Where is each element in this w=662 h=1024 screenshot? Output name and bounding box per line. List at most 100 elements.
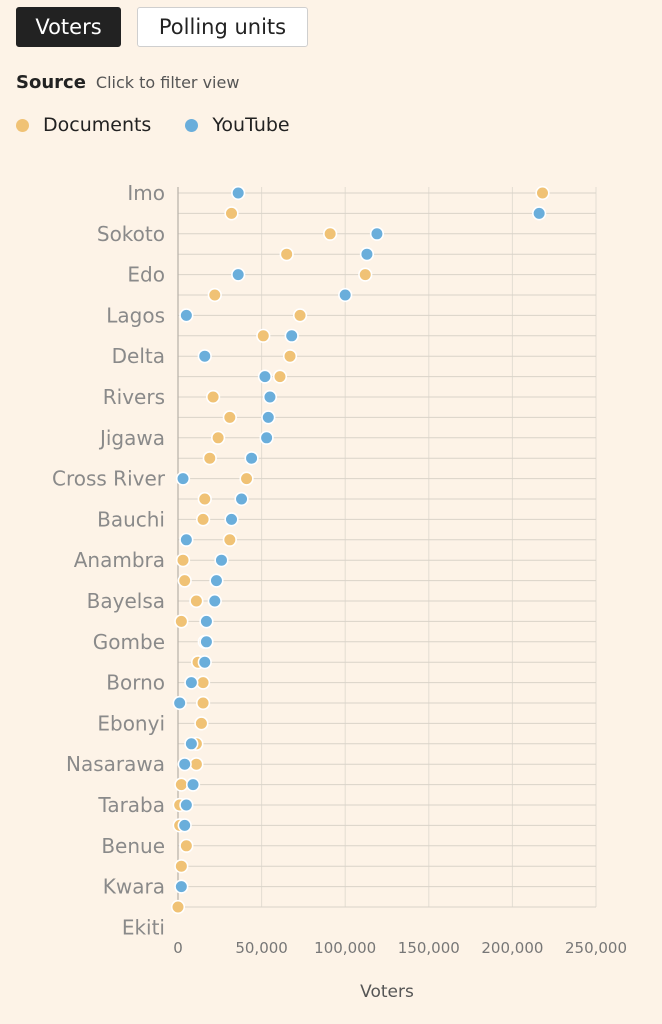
youtube-dot [179, 797, 194, 813]
documents-dot [206, 389, 221, 405]
state-label: Rivers [103, 385, 165, 409]
metric-toggle: Voters Polling units [16, 7, 308, 47]
state-label: Sokoto [97, 222, 165, 246]
state-label: Edo [127, 263, 165, 287]
documents-dot [222, 532, 237, 547]
documents-dot [189, 593, 204, 609]
youtube-dot [214, 553, 229, 568]
youtube-dot [197, 655, 212, 670]
youtube-dot [199, 634, 214, 649]
documents-dot [323, 226, 338, 241]
youtube-dot [177, 757, 192, 772]
state-label: Taraba [97, 793, 165, 817]
legend-label-documents: Documents [43, 114, 152, 136]
documents-dot [179, 838, 194, 853]
documents-dot [170, 899, 186, 915]
source-filter-title: Source [16, 72, 86, 93]
state-label: Bayelsa [87, 589, 165, 613]
youtube-dot [338, 287, 353, 303]
state-label: Imo [127, 181, 165, 205]
documents-dot [174, 777, 189, 792]
youtube-dot [231, 267, 246, 282]
documents-dot [207, 287, 222, 303]
documents-dot [279, 247, 294, 262]
youtube-dot [369, 226, 385, 241]
youtube-dot [207, 593, 222, 609]
documents-dot [202, 451, 217, 466]
documents-dot [195, 675, 211, 690]
x-tick-label: 200,000 [481, 939, 543, 957]
documents-dot [282, 349, 298, 364]
youtube-dot [179, 532, 194, 547]
state-label: Benue [101, 834, 165, 858]
x-axis-title: Voters [360, 982, 414, 1002]
state-label: Lagos [106, 303, 165, 327]
youtube-dot [199, 614, 214, 629]
documents-dot-icon [16, 118, 29, 132]
youtube-dot [174, 879, 189, 894]
youtube-dot [359, 247, 375, 262]
documents-dot [175, 553, 191, 568]
source-filter-hint: Click to filter view [95, 73, 240, 92]
youtube-dot [284, 328, 299, 343]
voters-toggle-button[interactable]: Voters [16, 7, 121, 47]
youtube-dot [184, 675, 199, 690]
youtube-dot [231, 185, 246, 201]
state-label: Cross River [52, 467, 166, 491]
documents-dot [222, 410, 237, 425]
youtube-dot [185, 777, 201, 792]
state-label: Nasarawa [66, 752, 165, 776]
documents-dot [224, 206, 239, 221]
documents-dot [195, 695, 211, 711]
youtube-dot [224, 512, 239, 527]
documents-dot [194, 716, 209, 731]
state-label: Delta [112, 344, 165, 368]
state-label: Ekiti [122, 915, 165, 939]
documents-dot [189, 757, 204, 772]
documents-dot [197, 491, 212, 507]
state-label: Anambra [74, 548, 165, 572]
documents-dot [174, 614, 189, 629]
x-tick-label: 0 [173, 939, 183, 957]
legend-label-youtube: YouTube [212, 114, 290, 136]
source-filter-header: Source Click to filter view [16, 72, 239, 93]
documents-dot [358, 267, 373, 282]
youtube-dot [175, 471, 191, 486]
legend-item-documents[interactable]: Documents [16, 114, 151, 136]
youtube-dot [244, 451, 259, 466]
state-label: Jigawa [98, 426, 165, 450]
youtube-dot [177, 818, 192, 833]
youtube-dot [259, 430, 274, 445]
x-tick-label: 250,000 [565, 939, 627, 957]
documents-dot [177, 573, 192, 588]
documents-dot [256, 328, 271, 343]
documents-dot [535, 185, 550, 201]
documents-dot [272, 369, 288, 384]
youtube-dot [197, 349, 212, 364]
x-tick-label: 150,000 [398, 939, 460, 957]
documents-dot [211, 430, 226, 445]
youtube-dot-icon [185, 118, 199, 132]
polling-units-toggle-button[interactable]: Polling units [137, 7, 308, 47]
source-legend: Documents YouTube [16, 114, 290, 136]
documents-dot [239, 471, 254, 486]
state-label: Kwara [103, 875, 165, 899]
youtube-dot [261, 410, 276, 425]
state-label: Borno [106, 671, 165, 695]
youtube-dot [257, 369, 273, 384]
x-tick-label: 100,000 [314, 939, 376, 957]
youtube-dot [209, 573, 224, 588]
youtube-dot [179, 308, 194, 323]
youtube-dot [234, 491, 249, 507]
state-label: Ebonyi [97, 711, 165, 735]
youtube-dot [172, 695, 187, 711]
documents-dot [292, 308, 308, 323]
state-label: Gombe [93, 630, 165, 654]
youtube-dot [184, 736, 199, 751]
youtube-dot [532, 206, 547, 221]
legend-item-youtube[interactable]: YouTube [185, 114, 290, 136]
documents-dot [174, 859, 189, 874]
x-tick-label: 50,000 [235, 939, 288, 957]
documents-dot [195, 512, 211, 527]
